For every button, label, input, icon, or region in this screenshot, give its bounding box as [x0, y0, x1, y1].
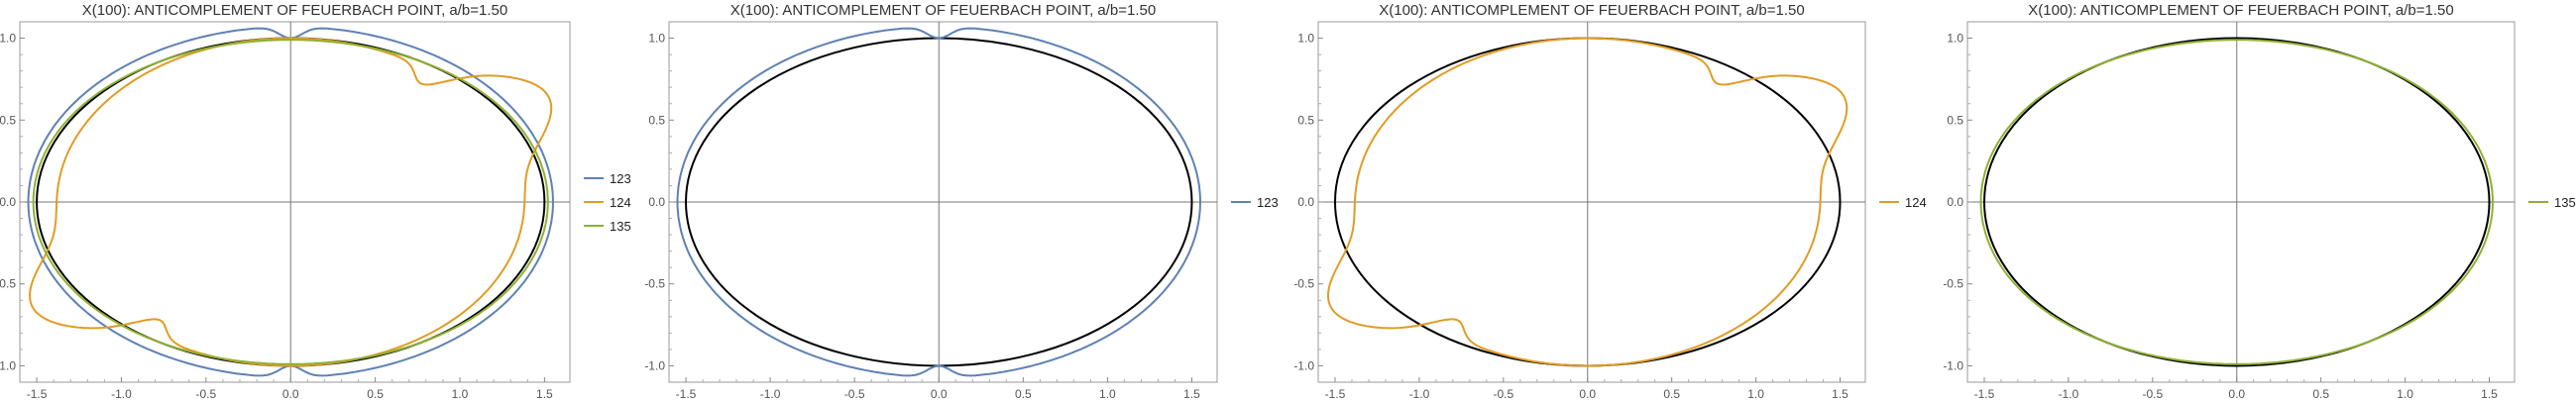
x-tick-label: -1.0 — [1409, 387, 1430, 401]
series-123-curve — [676, 27, 1201, 377]
x-tick-label: -1.5 — [27, 387, 48, 401]
legend-label-135: 135 — [610, 219, 631, 234]
y-tick-label: 0.0 — [1947, 195, 1963, 209]
panel-4: X(100): ANTICOMPLEMENT OF FEUERBACH POIN… — [1943, 2, 2575, 401]
reference-ellipse — [1982, 37, 2491, 367]
legend-label-135: 135 — [2554, 195, 2576, 210]
x-tick-label: -1.5 — [676, 387, 697, 401]
y-tick-label: 0.0 — [1297, 195, 1314, 209]
plot-area — [1979, 37, 2494, 367]
x-tick-label: 0.0 — [931, 387, 948, 401]
series-135-curve — [1979, 39, 2494, 365]
x-tick-label: 1.5 — [536, 387, 553, 401]
x-tick-label: 1.0 — [1747, 387, 1764, 401]
x-tick-label: 0.5 — [367, 387, 384, 401]
legend-label-124: 124 — [610, 195, 631, 210]
plot-area — [1327, 37, 1848, 367]
x-tick-label: 1.5 — [1832, 387, 1848, 401]
x-tick-label: -1.0 — [111, 387, 132, 401]
y-tick-label: 1.0 — [648, 32, 665, 46]
x-tick-label: 1.0 — [2397, 387, 2413, 401]
panel-2: X(100): ANTICOMPLEMENT OF FEUERBACH POIN… — [644, 2, 1278, 401]
series-123-curve — [27, 27, 554, 377]
panel-3: X(100): ANTICOMPLEMENT OF FEUERBACH POIN… — [1293, 2, 1926, 401]
y-tick-label: -1.0 — [1293, 358, 1314, 372]
y-tick-label: -1.0 — [644, 358, 665, 372]
y-tick-label: 1.0 — [1297, 32, 1314, 46]
x-tick-label: -1.5 — [1325, 387, 1346, 401]
panel-1: X(100): ANTICOMPLEMENT OF FEUERBACH POIN… — [0, 2, 631, 401]
plot-area — [27, 27, 554, 377]
x-tick-label: 1.0 — [452, 387, 469, 401]
chart-title: X(100): ANTICOMPLEMENT OF FEUERBACH POIN… — [1379, 2, 1804, 19]
y-tick-label: -0.5 — [1293, 277, 1314, 291]
plot-area — [676, 27, 1201, 377]
x-tick-label: 0.0 — [2228, 387, 2245, 401]
x-tick-label: 0.5 — [1015, 387, 1032, 401]
x-tick-label: 0.5 — [2312, 387, 2329, 401]
y-tick-label: -1.0 — [0, 358, 16, 372]
y-tick-label: 0.5 — [0, 113, 16, 127]
x-tick-label: -1.0 — [760, 387, 781, 401]
x-tick-label: 1.0 — [1099, 387, 1116, 401]
y-tick-label: -1.0 — [1943, 358, 1963, 372]
y-tick-label: 0.5 — [1947, 113, 1963, 127]
y-tick-label: 0.0 — [0, 195, 16, 209]
x-tick-label: 0.0 — [282, 387, 299, 401]
x-tick-label: -1.0 — [2059, 387, 2079, 401]
chart-title: X(100): ANTICOMPLEMENT OF FEUERBACH POIN… — [82, 2, 507, 19]
x-tick-label: 0.0 — [1579, 387, 1596, 401]
legend-label-123: 123 — [610, 171, 631, 186]
x-tick-label: 0.5 — [1663, 387, 1680, 401]
y-tick-label: 1.0 — [0, 32, 16, 46]
y-tick-label: -0.5 — [1943, 277, 1963, 291]
series-135-curve — [32, 39, 549, 365]
y-tick-label: 0.5 — [648, 113, 665, 127]
chart-title: X(100): ANTICOMPLEMENT OF FEUERBACH POIN… — [730, 2, 1156, 19]
series-124-curve — [1327, 37, 1848, 367]
legend-label-123: 123 — [1257, 195, 1279, 210]
y-tick-label: -0.5 — [644, 277, 665, 291]
y-tick-label: 0.0 — [648, 195, 665, 209]
chart-title: X(100): ANTICOMPLEMENT OF FEUERBACH POIN… — [2028, 2, 2453, 19]
y-tick-label: -0.5 — [0, 277, 16, 291]
x-tick-label: -0.5 — [1493, 387, 1513, 401]
x-tick-label: -0.5 — [2142, 387, 2163, 401]
y-tick-label: 1.0 — [1947, 32, 1963, 46]
x-tick-label: -1.5 — [1974, 387, 1995, 401]
x-tick-label: 1.5 — [2481, 387, 2498, 401]
y-tick-label: 0.5 — [1297, 113, 1314, 127]
x-tick-label: 1.5 — [1183, 387, 1200, 401]
x-tick-label: -0.5 — [844, 387, 865, 401]
series-124-curve — [28, 37, 553, 367]
x-tick-label: -0.5 — [196, 387, 217, 401]
legend-label-124: 124 — [1905, 195, 1927, 210]
